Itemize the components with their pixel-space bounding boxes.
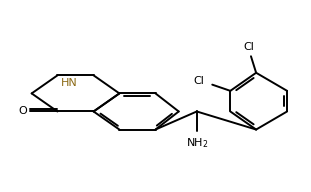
Text: HN: HN [60, 78, 77, 88]
Text: Cl: Cl [194, 75, 205, 85]
Text: NH$_2$: NH$_2$ [185, 136, 208, 150]
Text: O: O [19, 107, 27, 117]
Text: Cl: Cl [243, 42, 254, 52]
